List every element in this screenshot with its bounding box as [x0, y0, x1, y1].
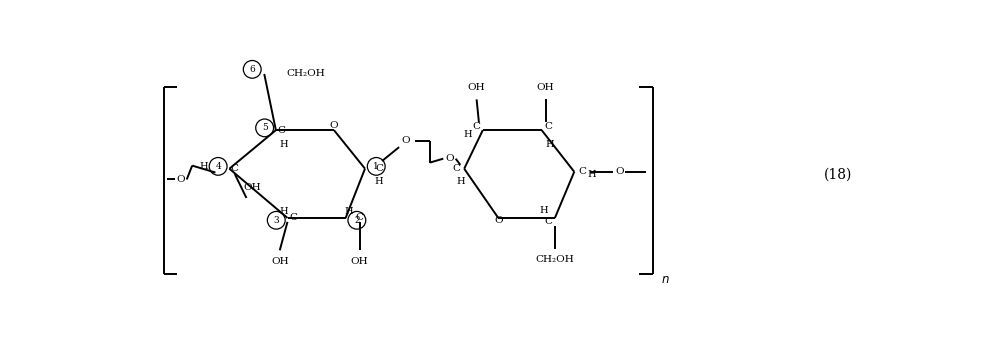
Text: O: O [401, 136, 409, 145]
Text: 1: 1 [373, 162, 379, 171]
Text: 4: 4 [216, 162, 221, 171]
Text: 6: 6 [250, 65, 255, 74]
Text: C: C [355, 213, 363, 222]
Text: C: C [452, 164, 460, 173]
Text: OH: OH [350, 256, 368, 265]
Text: C: C [578, 167, 586, 176]
Text: H: H [374, 177, 383, 186]
Text: C: C [231, 164, 239, 173]
Text: O: O [615, 167, 624, 176]
Text: H: H [456, 177, 465, 186]
Text: C: C [545, 217, 553, 226]
Text: H: H [200, 162, 209, 171]
Text: 2: 2 [354, 216, 359, 225]
Text: O: O [329, 121, 338, 130]
Text: 3: 3 [273, 216, 279, 225]
Text: H: H [545, 139, 554, 149]
Text: O: O [177, 175, 185, 184]
Text: 5: 5 [261, 124, 267, 132]
Text: $n$: $n$ [661, 273, 670, 286]
Text: O: O [445, 154, 454, 163]
Text: OH: OH [537, 83, 554, 92]
Text: (18): (18) [823, 168, 852, 182]
Text: OH: OH [270, 256, 288, 265]
Text: OH: OH [244, 184, 261, 193]
Text: H: H [344, 207, 353, 216]
Text: CH₂OH: CH₂OH [536, 255, 574, 264]
Text: H: H [587, 170, 596, 179]
Text: H: H [279, 139, 288, 149]
Text: O: O [494, 216, 503, 225]
Text: OH: OH [468, 83, 485, 92]
Text: C: C [473, 122, 481, 131]
Text: C: C [277, 126, 285, 135]
Text: C: C [544, 122, 552, 131]
Text: CH₂OH: CH₂OH [286, 69, 324, 78]
Text: H: H [539, 206, 548, 215]
Text: C: C [289, 213, 297, 222]
Text: C: C [375, 164, 383, 173]
Text: H: H [279, 207, 288, 216]
Text: H: H [463, 129, 472, 138]
